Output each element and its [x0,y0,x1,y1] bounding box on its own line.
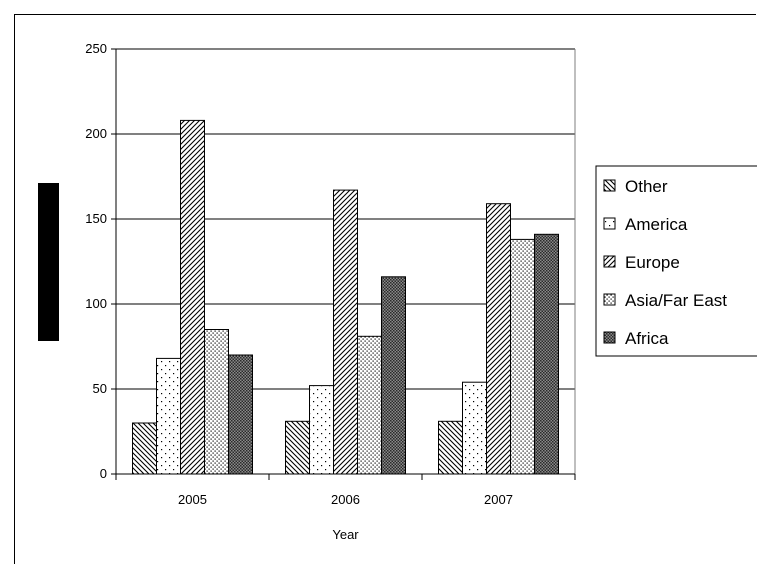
legend-swatch [603,293,616,306]
y-tick-label: 0 [100,466,107,481]
legend-swatch [603,255,616,268]
bar-europe-2005 [180,119,205,475]
x-tick-label: 2005 [178,492,207,507]
bar-asia-far-east-2006 [357,335,382,475]
plot-area: 0 50 100 150 200 250 2005 2006 2007 Year [85,41,576,542]
bar-america-2005 [156,357,181,475]
bar-europe-2006 [333,189,358,475]
legend-entry: Africa [625,329,669,348]
legend-entry: Asia/Far East [625,291,727,310]
x-axis-label: Year [332,527,359,542]
legend-entry: Europe [625,253,680,272]
bar-asia-far-east-2005 [204,329,229,475]
legend-swatch [603,179,616,192]
y-axis-label-box [38,183,59,341]
legend-swatch [603,217,616,230]
legend: Other America Europe Asia/Far East Africa [595,165,757,357]
y-tick-label: 250 [85,41,107,56]
y-tick-label: 150 [85,211,107,226]
bar-africa-2005 [228,354,253,475]
bar-america-2007 [462,381,487,475]
x-tick-label: 2006 [331,492,360,507]
bar-america-2006 [309,385,334,475]
legend-entry: Other [625,177,668,196]
x-tick-label: 2007 [484,492,513,507]
legend-box [595,165,757,357]
bar-asia-far-east-2007 [510,238,535,475]
bar-other-2007 [438,420,463,475]
y-tick-label: 50 [93,381,107,396]
y-tick-label: 100 [85,296,107,311]
legend-swatch [603,331,616,344]
y-tick-label: 200 [85,126,107,141]
chart-frame [14,14,756,564]
bar-other-2006 [285,420,310,475]
bar-europe-2007 [486,203,511,475]
bar-africa-2006 [381,276,406,475]
legend-entry: America [625,215,688,234]
bar-africa-2007 [534,233,559,475]
bar-other-2005 [132,422,157,475]
